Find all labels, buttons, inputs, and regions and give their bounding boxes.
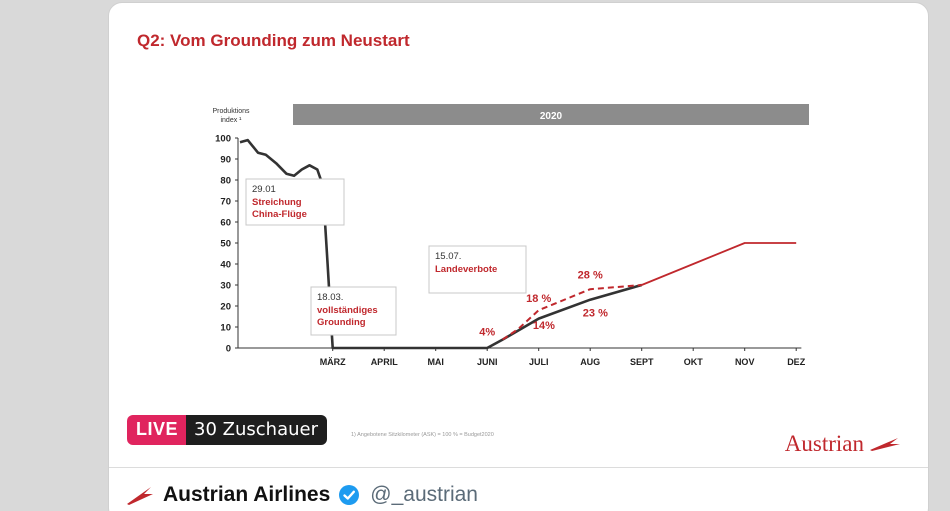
y-tick-label: 70 (220, 197, 231, 208)
live-badge[interactable]: LIVE 30 Zuschauer (127, 415, 327, 445)
x-tick-label: MÄRZ (320, 357, 346, 367)
data-label: 18 % (526, 293, 551, 305)
x-tick-label: AUG (580, 357, 600, 367)
verified-badge-icon (339, 485, 360, 505)
y-tick-label: 50 (220, 239, 231, 250)
y-tick-label: 80 (220, 176, 231, 187)
production-index-chart: 2020 Produktions index ¹ 0 10 20 30 40 50 60 70 80 9… (213, 104, 809, 438)
y-tick-label: 0 (226, 344, 231, 355)
annotation-text: vollständiges (317, 305, 378, 316)
profile-name[interactable]: Austrian Airlines (163, 483, 331, 506)
profile-row[interactable]: Austrian Airlines @_austrian (125, 483, 478, 507)
profile-handle[interactable]: @_austrian (370, 483, 478, 506)
data-label: 28 % (578, 270, 603, 282)
annotation-box (245, 178, 345, 226)
annotation-text: Streichung (252, 197, 302, 208)
annotation-box (428, 245, 527, 294)
tweet-card[interactable]: 2020 Produktions index ¹ 0 10 20 30 40 50 60 70 80 9… (108, 2, 929, 511)
slide-title: Q2: Vom Grounding zum Neustart (137, 31, 410, 50)
austrian-avatar-icon[interactable] (125, 484, 155, 506)
x-tick-label: JUNI (477, 357, 498, 367)
annotation-text: China-Flüge (252, 209, 307, 220)
x-tick-label: MAI (427, 357, 444, 367)
y-tick-label: 100 (215, 134, 231, 145)
live-tag: LIVE (127, 415, 187, 445)
year-bar (293, 104, 809, 125)
x-tick-label: SEPT (630, 357, 654, 367)
y-tick-label: 40 (220, 260, 231, 271)
x-tick-label: DEZ (787, 357, 806, 367)
austrian-logo: Austrian (785, 431, 902, 457)
austrian-arrow-icon (870, 438, 900, 451)
austrian-logo-text: Austrian (784, 431, 864, 456)
y-tick-label: 10 (220, 323, 231, 334)
y-tick-label: 20 (220, 302, 231, 313)
y-tick-label: 30 (220, 281, 231, 292)
annotation-date: 15.07. (435, 251, 461, 262)
annotation-text: Landeverbote (435, 264, 497, 275)
annotation-text: Grounding (317, 317, 366, 328)
data-label: 4% (479, 326, 495, 338)
series-line-forecast_dashed (502, 284, 642, 341)
year-label: 2020 (540, 111, 563, 122)
footnote: 1) Angebotene Sitzkilometer (ASK) = 100 … (351, 432, 494, 438)
y-tick-label: 90 (220, 155, 231, 166)
y-tick-label: 60 (220, 218, 231, 229)
annotation-date: 29.01 (252, 184, 276, 195)
x-tick-label: NOV (735, 357, 755, 367)
x-tick-label: OKT (684, 357, 704, 367)
annotation-box (310, 286, 397, 336)
x-tick-label: JULI (529, 357, 549, 367)
x-tick-label: APRIL (371, 357, 399, 367)
divider (109, 467, 928, 468)
y-axis-label: Produktions (213, 108, 250, 115)
data-label: 14% (533, 320, 555, 332)
annotation-date: 18.03. (317, 292, 343, 303)
viewer-count: 30 Zuschauer (186, 415, 327, 445)
series-line-actual (239, 138, 643, 350)
y-axis-label: index ¹ (220, 117, 242, 124)
data-label: 23 % (583, 308, 608, 320)
series-line-plan (641, 242, 797, 286)
